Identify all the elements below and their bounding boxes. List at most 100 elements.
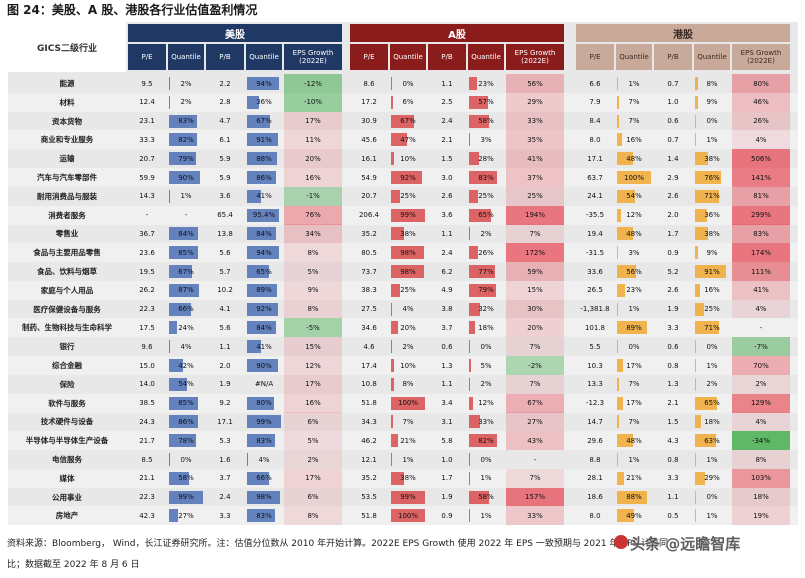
hk-quantile-value: 16% <box>626 135 642 144</box>
hk-cell-2: 0.7 <box>667 79 679 88</box>
hk-quantile-value: 63% <box>704 436 720 445</box>
a-quantile-bar <box>391 490 425 504</box>
us-cell-1: 79% <box>168 149 204 168</box>
a-quantile-bar <box>469 152 479 166</box>
us-cell-1: 2% <box>168 93 204 112</box>
hk-cell-2: 2.1 <box>667 399 679 408</box>
us-quantile-value: 86% <box>178 417 194 426</box>
a-cell-1: 25% <box>390 281 426 300</box>
a-quantile-value: 25% <box>400 192 416 201</box>
hk-cell-1: 7% <box>616 112 652 131</box>
a-quantile-value: 33% <box>478 417 494 426</box>
a-quantile-bar <box>391 453 392 466</box>
hk-cell-2: 1.1 <box>667 493 679 502</box>
hk-cell-3: 29% <box>694 469 730 488</box>
hk-cell-3: 76% <box>694 168 730 187</box>
a-quantile-value: 58% <box>478 493 494 502</box>
us-cell-4: 20% <box>284 149 342 169</box>
us-quantile-value: 84% <box>178 229 194 238</box>
us-cell-4: 8% <box>284 243 342 263</box>
a-quantile-bar <box>469 434 497 448</box>
a-cell-2: 1.1 <box>441 79 453 88</box>
hk-quantile-bar <box>695 208 708 222</box>
a-cell-0: 8.6 <box>363 79 375 88</box>
industry-label: 材料 <box>59 97 75 107</box>
a-cell-2: 2.1 <box>441 135 453 144</box>
us-cell-1: 99% <box>168 488 204 507</box>
hk-cell-0: 8.8 <box>589 455 601 464</box>
a-quantile-bar <box>469 453 470 466</box>
a-cell-1: 4% <box>390 300 426 319</box>
hk-cell-0: 7.9 <box>589 98 601 107</box>
a-quantile-bar <box>391 509 425 523</box>
us-cell-2: 10.2 <box>217 286 233 295</box>
a-cell-2: 1.3 <box>441 361 453 370</box>
hk-cell-4: 70% <box>732 356 790 375</box>
a-cell-2: 1.0 <box>441 455 453 464</box>
us-cell-0: 21.7 <box>139 436 155 445</box>
a-cell-3: 0% <box>468 450 504 469</box>
us-cell-1: 27% <box>168 506 204 525</box>
hk-cell-2: 1.4 <box>667 154 679 163</box>
a-cell-0: 51.8 <box>361 399 377 408</box>
hk-quantile-bar <box>617 133 623 147</box>
us-cell-2: 5.9 <box>219 173 231 182</box>
us-cell-0: 12.4 <box>139 98 155 107</box>
us-quantile-bar <box>169 171 200 184</box>
industry-label: 公用事业 <box>52 492 82 502</box>
us-quantile-value: 24% <box>178 323 194 332</box>
hk-cell-2: 1.7 <box>667 229 679 238</box>
hk-cell-2: 2.0 <box>667 211 679 220</box>
hk-cell-3: 38% <box>694 149 730 168</box>
table-row: 食品与主要用品零售 23.6 85% 5.6 94% 8% 80.5 98% 2.4 26% 172… <box>8 243 798 263</box>
us-quantile-value: 2% <box>180 79 192 88</box>
us-cell-2: 2.8 <box>219 98 231 107</box>
us-cell-0: - <box>145 211 149 220</box>
a-quantile-value: 100% <box>397 399 418 408</box>
hk-cell-1: 12% <box>616 206 652 225</box>
a-cell-4: 59% <box>506 262 564 281</box>
hk-cell-3: 91% <box>694 262 730 281</box>
hk-quantile-value: 1% <box>706 361 718 370</box>
a-quantile-value: 10% <box>400 154 416 163</box>
us-quantile-bar <box>247 415 281 429</box>
a-cell-1: 21% <box>390 431 426 450</box>
a-quantile-value: 20% <box>400 323 416 332</box>
hk-cell-1: 49% <box>616 506 652 525</box>
us-quantile-bar <box>247 490 281 504</box>
subheader-2-0: P/E <box>576 44 614 70</box>
a-quantile-value: 65% <box>478 211 494 220</box>
hk-cell-3: 16% <box>694 281 730 300</box>
a-quantile-bar <box>469 77 477 90</box>
a-cell-2: 1.9 <box>441 493 453 502</box>
a-quantile-bar <box>391 227 404 241</box>
a-quantile-bar <box>469 114 489 128</box>
a-quantile-bar <box>391 246 425 260</box>
us-cell-0: 22.3 <box>139 305 155 314</box>
table-row: 半导体与半导体生产设备 21.7 78% 5.3 83% 5% 46.2 21% 5.8 82% 4… <box>8 431 798 451</box>
industry-label: 综合金融 <box>52 361 82 370</box>
hk-quantile-value: 71% <box>704 323 720 332</box>
a-cell-3: 5% <box>468 356 504 375</box>
hk-cell-4: 174% <box>732 243 790 263</box>
hk-cell-2: 0.6 <box>667 342 679 351</box>
table-row: 技术硬件与设备 24.3 86% 17.1 99% 6% 34.3 7% 3.1 33% 27% 14… <box>8 412 798 432</box>
hk-quantile-value: 18% <box>704 417 720 426</box>
industry-label: 半导体与半导体生产设备 <box>25 436 109 446</box>
a-cell-2: 6.2 <box>441 267 453 276</box>
us-quantile-value: 94% <box>256 79 272 88</box>
hk-quantile-bar <box>695 77 698 90</box>
hk-cell-1: 48% <box>616 224 652 243</box>
subheader-2-4: EPS Growth (2022E) <box>732 44 790 70</box>
hk-quantile-bar <box>695 227 708 241</box>
industry-label: 技术硬件与设备 <box>40 417 94 427</box>
hk-cell-1: 89% <box>616 318 652 337</box>
us-cell-2: 2.0 <box>219 361 231 370</box>
us-cell-4: -5% <box>284 318 342 338</box>
hk-cell-0: -12.3 <box>585 399 605 408</box>
us-cell-0: 14.3 <box>139 192 155 201</box>
market-header-0: 美股 <box>128 24 342 42</box>
a-cell-4: 35% <box>506 130 564 150</box>
hk-quantile-value: 12% <box>626 211 642 220</box>
hk-cell-2: 2.6 <box>667 192 679 201</box>
